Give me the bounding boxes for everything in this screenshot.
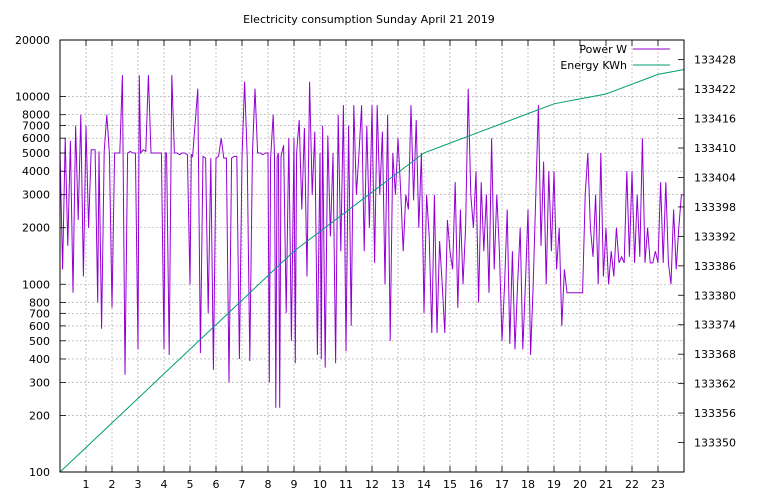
y-right-tick-label: 133386 [694,260,736,273]
y-left-tick-label: 4000 [22,165,50,178]
legend-label: Energy KWh [560,59,627,72]
x-tick-label: 22 [625,478,639,491]
y-right-tick-label: 133380 [694,289,736,302]
x-tick-label: 14 [417,478,431,491]
x-tick-label: 15 [443,478,457,491]
y-right-tick-label: 133422 [694,83,736,96]
x-tick-label: 11 [339,478,353,491]
y-right-tick-label: 133350 [694,437,736,450]
y-left-tick-label: 600 [29,320,50,333]
y-left-tick-label: 100 [29,466,50,479]
axes: 1 2 3 4 5 6 7 8 9 10 11 12 13 14 15 16 17 18 19 20 21 22 23100… [15,34,736,491]
y-left-tick-label: 200 [29,409,50,422]
x-tick-label: 20 [573,478,587,491]
y-right-tick-label: 133428 [694,54,736,67]
x-tick-label: 5 [187,478,194,491]
y-right-tick-label: 133356 [694,407,736,420]
legend-label: Power W [579,43,627,56]
legend: Power W Energy KWh [560,43,670,72]
x-tick-label: 13 [391,478,405,491]
y-left-tick-label: 6000 [22,132,50,145]
x-tick-label: 16 [469,478,483,491]
x-tick-label: 4 [161,478,168,491]
x-tick-label: 2 [109,478,116,491]
y-right-tick-label: 133416 [694,113,736,126]
x-tick-label: 12 [365,478,379,491]
y-left-tick-label: 20000 [15,34,50,47]
y-left-tick-label: 700 [29,307,50,320]
y-left-tick-label: 2000 [22,222,50,235]
grid [60,39,684,473]
y-left-tick-label: 8000 [22,109,50,122]
y-left-tick-label: 300 [29,376,50,389]
y-right-tick-label: 133398 [694,201,736,214]
y-left-tick-label: 500 [29,335,50,348]
y-right-tick-label: 133410 [694,142,736,155]
series-line-energy-kwh [59,69,685,473]
x-tick-label: 9 [291,478,298,491]
x-tick-label: 23 [651,478,665,491]
y-right-tick-label: 133368 [694,348,736,361]
y-right-tick-label: 133404 [694,171,736,184]
x-tick-label: 21 [599,478,613,491]
y-left-tick-label: 800 [29,296,50,309]
plot-frame [59,39,685,473]
x-tick-label: 6 [213,478,220,491]
y-left-tick-label: 400 [29,353,50,366]
y-left-tick-label: 3000 [22,189,50,202]
y-left-tick-label: 1000 [22,278,50,291]
x-tick-label: 8 [265,478,272,491]
y-right-tick-label: 133362 [694,378,736,391]
y-right-tick-label: 133374 [694,319,736,332]
series-line-power-w [59,75,684,408]
x-tick-label: 17 [495,478,509,491]
x-tick-label: 19 [547,478,561,491]
chart-title: Electricity consumption Sunday April 21 … [243,13,495,26]
x-tick-label: 10 [313,478,327,491]
x-tick-label: 1 [83,478,90,491]
y-left-tick-label: 5000 [22,147,50,160]
series-group [59,69,685,473]
x-tick-label: 18 [521,478,535,491]
y-right-tick-label: 133392 [694,230,736,243]
y-left-tick-label: 7000 [22,120,50,133]
x-tick-label: 7 [239,478,246,491]
y-left-tick-label: 10000 [15,91,50,104]
x-tick-label: 3 [135,478,142,491]
